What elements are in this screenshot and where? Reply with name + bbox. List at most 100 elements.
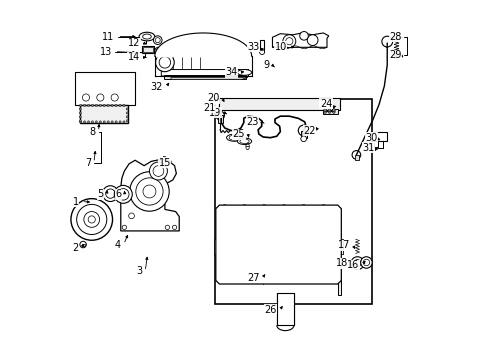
Ellipse shape [237, 138, 251, 144]
Circle shape [117, 189, 129, 200]
Text: 14: 14 [127, 52, 140, 62]
Circle shape [332, 109, 335, 112]
Circle shape [156, 49, 160, 53]
Bar [218, 116, 222, 123]
Bar [142, 46, 153, 53]
Polygon shape [121, 159, 179, 231]
Text: 17: 17 [337, 240, 349, 250]
Text: 23: 23 [246, 117, 258, 127]
Polygon shape [171, 77, 247, 80]
Circle shape [115, 104, 117, 107]
Text: 9: 9 [263, 60, 269, 70]
Polygon shape [215, 205, 341, 284]
Circle shape [91, 104, 93, 107]
Circle shape [128, 213, 134, 219]
Circle shape [306, 35, 317, 45]
Bar [336, 239, 343, 253]
Circle shape [79, 108, 81, 110]
Text: 4: 4 [114, 239, 121, 249]
Circle shape [321, 204, 324, 207]
Circle shape [332, 111, 335, 113]
Bar [214, 239, 221, 253]
Text: 31: 31 [361, 143, 373, 153]
Circle shape [323, 111, 326, 113]
Text: 33: 33 [247, 42, 259, 51]
Text: 5: 5 [98, 189, 104, 199]
Circle shape [71, 199, 112, 240]
Circle shape [122, 104, 125, 107]
Circle shape [103, 104, 105, 107]
Bar [301, 131, 306, 138]
Polygon shape [323, 109, 338, 114]
Circle shape [351, 150, 360, 159]
Ellipse shape [237, 69, 251, 75]
Circle shape [111, 121, 113, 123]
Circle shape [323, 109, 326, 112]
Text: 3: 3 [136, 266, 142, 276]
Circle shape [107, 121, 109, 123]
Bar [371, 132, 386, 141]
Circle shape [79, 112, 81, 114]
Bar [260, 40, 264, 51]
Circle shape [97, 94, 104, 101]
Circle shape [95, 104, 97, 107]
Circle shape [77, 204, 106, 234]
Circle shape [243, 204, 245, 207]
Ellipse shape [239, 139, 249, 143]
Bar [354, 154, 358, 160]
Circle shape [126, 108, 128, 110]
Circle shape [111, 94, 118, 101]
Circle shape [155, 38, 160, 42]
Circle shape [259, 49, 264, 54]
Circle shape [88, 216, 95, 223]
Ellipse shape [228, 135, 239, 140]
Circle shape [381, 36, 392, 47]
Text: 19: 19 [208, 108, 221, 118]
Circle shape [256, 267, 269, 280]
Text: 18: 18 [335, 258, 347, 268]
Text: 7: 7 [84, 158, 91, 168]
Circle shape [299, 32, 308, 40]
Circle shape [82, 94, 89, 101]
Text: 10: 10 [274, 42, 286, 51]
Circle shape [153, 166, 163, 176]
Circle shape [327, 111, 330, 113]
Text: 11: 11 [102, 32, 115, 41]
Circle shape [105, 189, 115, 198]
Circle shape [122, 225, 126, 229]
Circle shape [87, 121, 89, 123]
Circle shape [353, 260, 360, 267]
Bar [215, 99, 371, 304]
Text: 20: 20 [206, 93, 219, 103]
Text: 2: 2 [72, 243, 79, 253]
Text: 29: 29 [388, 50, 401, 60]
Circle shape [298, 125, 308, 136]
Circle shape [129, 172, 169, 211]
Circle shape [172, 225, 176, 229]
Circle shape [114, 185, 132, 203]
Circle shape [80, 241, 86, 248]
Circle shape [282, 35, 295, 48]
Circle shape [119, 104, 121, 107]
Polygon shape [75, 72, 135, 105]
Bar [338, 274, 341, 295]
Text: 25: 25 [232, 129, 244, 139]
Circle shape [223, 204, 226, 207]
Circle shape [155, 53, 174, 72]
Circle shape [363, 259, 369, 266]
Circle shape [83, 121, 85, 123]
Circle shape [159, 57, 170, 68]
Text: 8: 8 [89, 127, 96, 136]
Bar [373, 141, 377, 147]
Circle shape [95, 121, 97, 123]
Circle shape [91, 121, 93, 123]
Polygon shape [163, 75, 246, 79]
Text: 24: 24 [319, 99, 332, 109]
Text: 21: 21 [203, 103, 215, 113]
Circle shape [153, 36, 162, 44]
Circle shape [115, 121, 117, 123]
Polygon shape [80, 105, 128, 123]
Circle shape [262, 204, 265, 207]
Circle shape [285, 38, 292, 45]
Circle shape [282, 204, 285, 207]
